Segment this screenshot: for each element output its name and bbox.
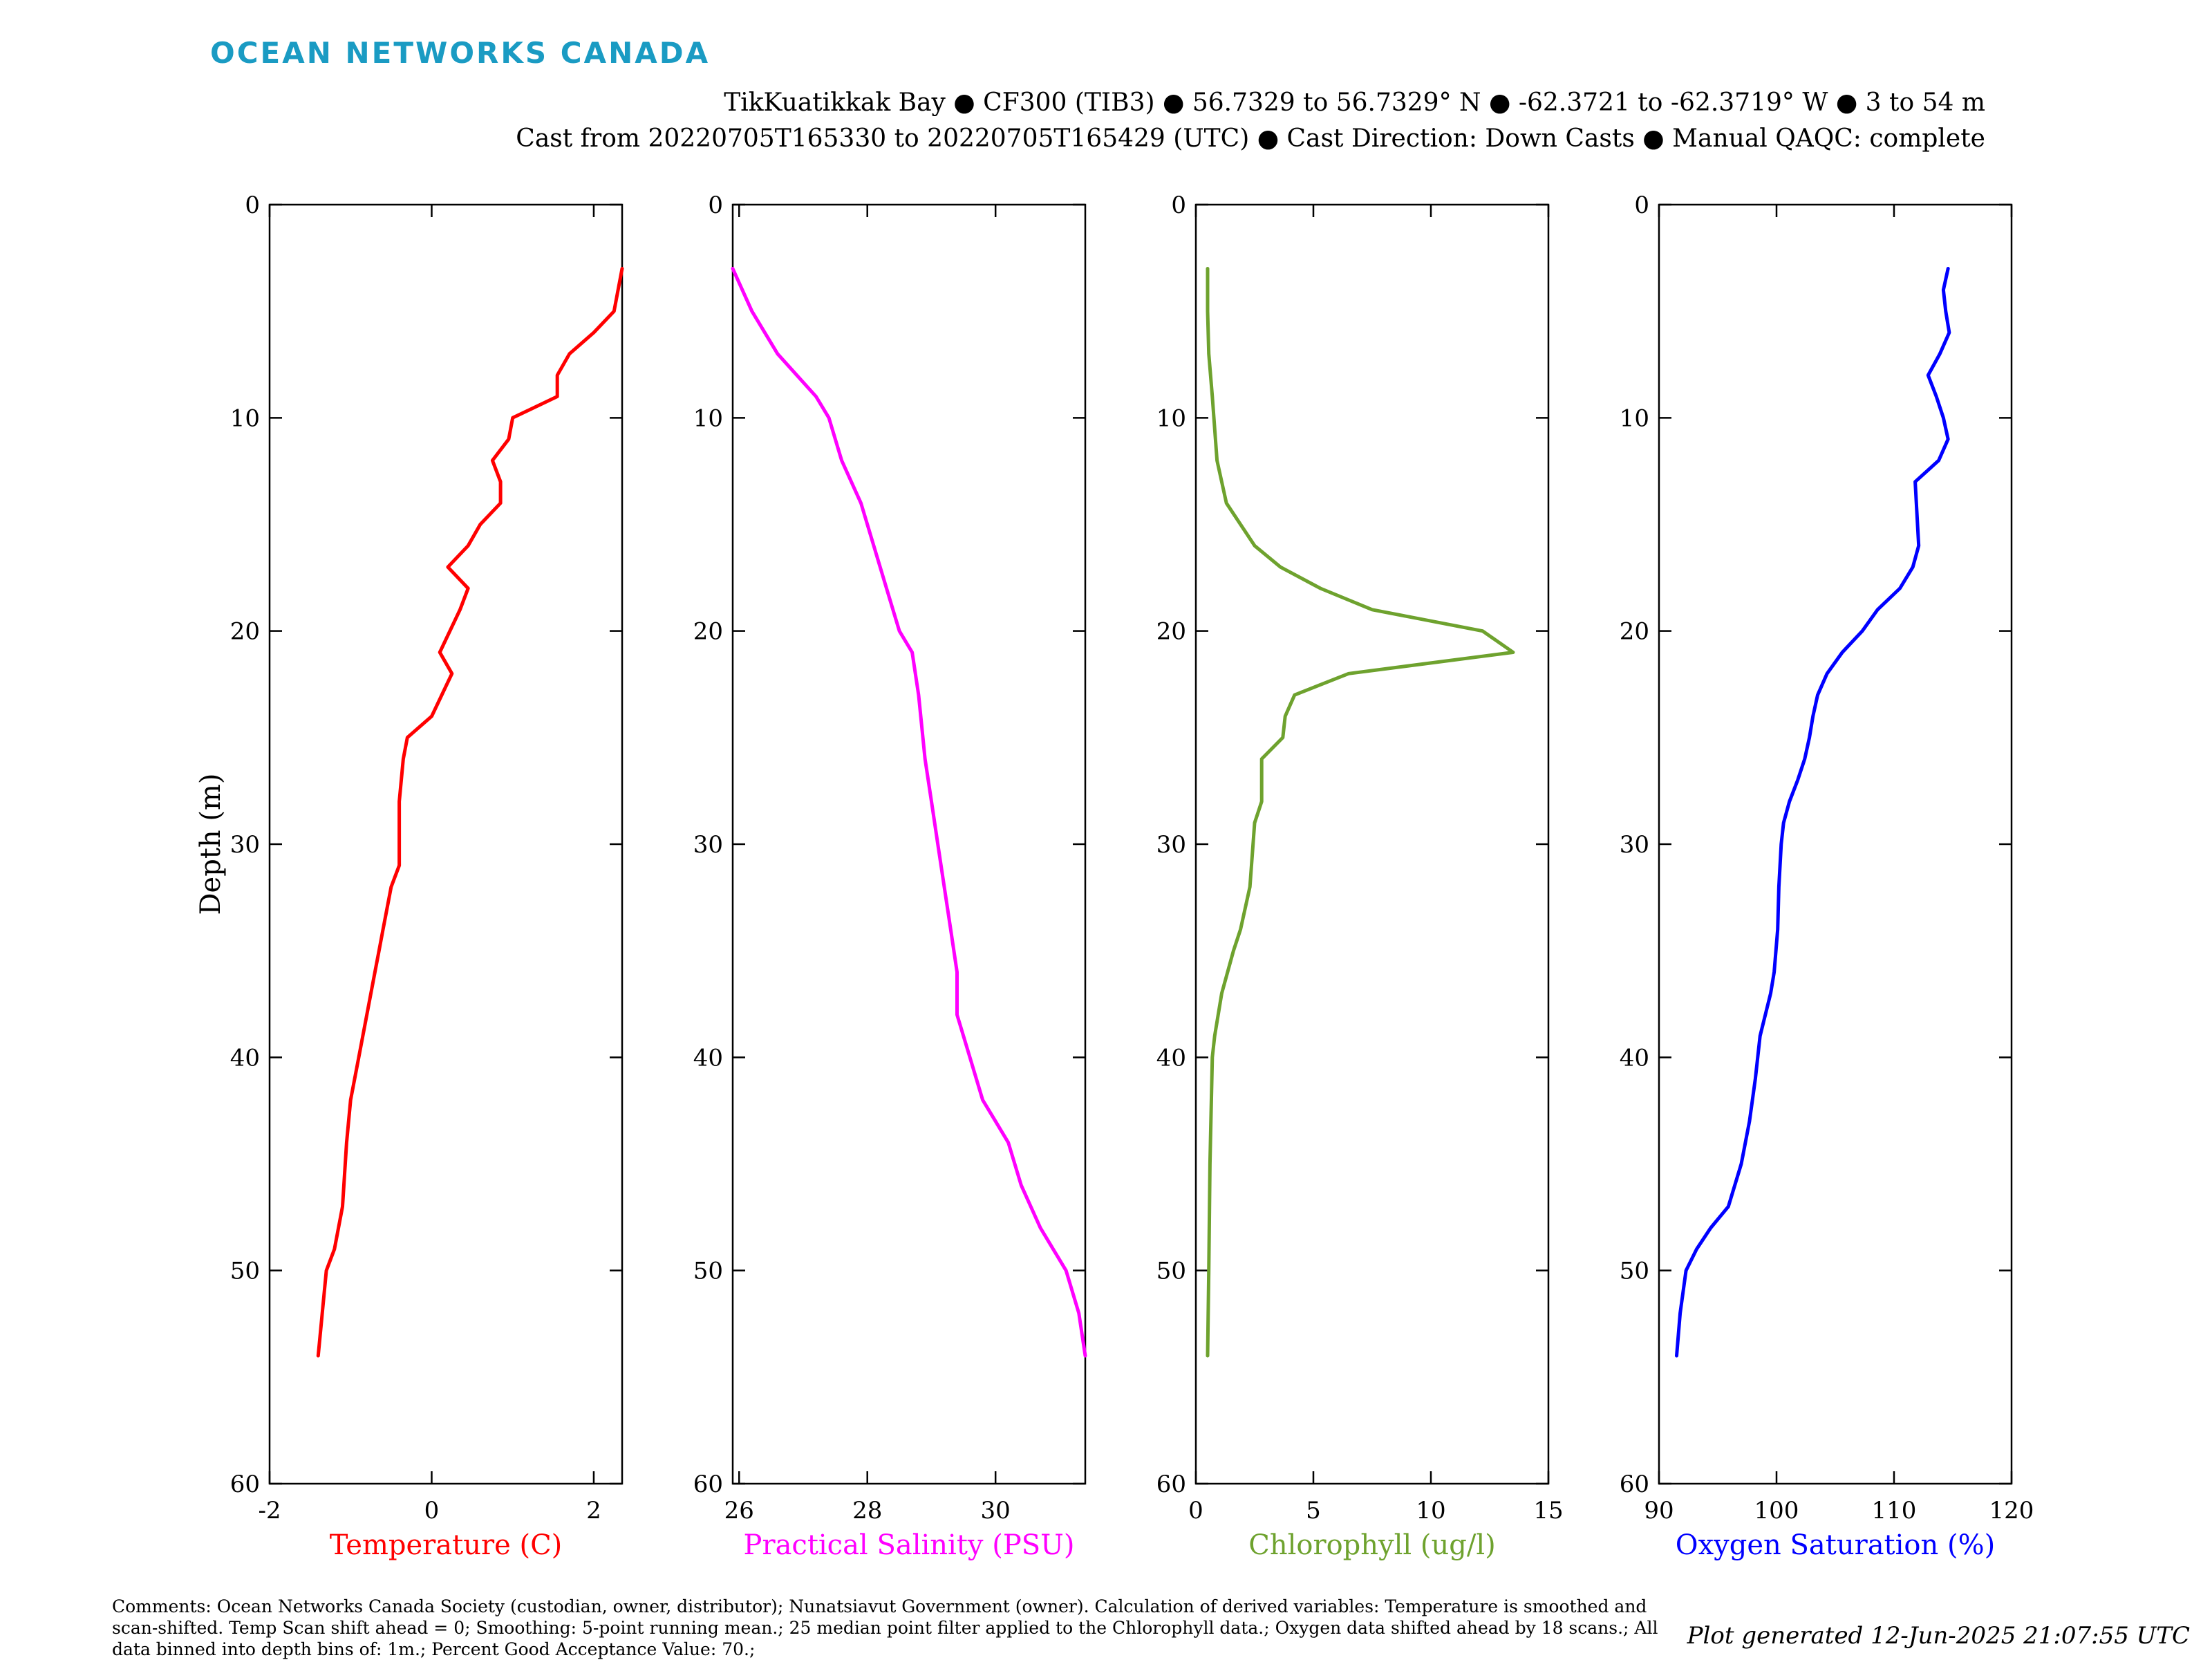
y-tick-label: 30 — [230, 831, 260, 859]
x-tick-label: 100 — [1754, 1497, 1799, 1524]
plot-generated-timestamp: Plot generated 12-Jun-2025 21:07:55 UTC — [1687, 1622, 2190, 1650]
y-tick-label: 0 — [1171, 192, 1186, 219]
y-tick-label: 10 — [1620, 404, 1649, 432]
y-tick-label: 0 — [708, 192, 723, 219]
x-tick-label: 10 — [1416, 1497, 1445, 1524]
y-tick-label: 0 — [245, 192, 260, 219]
y-tick-label: 30 — [1620, 831, 1649, 859]
y-tick-label: 40 — [1156, 1044, 1186, 1072]
x-axis-label-3: Chlorophyll (ug/l) — [1248, 1529, 1496, 1561]
y-tick-label: 50 — [1156, 1258, 1186, 1285]
x-tick-label: 90 — [1644, 1497, 1674, 1524]
y-tick-label: 20 — [1156, 618, 1186, 646]
y-axis-label: Depth (m) — [195, 773, 227, 915]
y-tick-label: 20 — [1620, 618, 1649, 646]
x-tick-label: 120 — [1989, 1497, 2034, 1524]
x-axis-label-4: Oxygen Saturation (%) — [1676, 1529, 1995, 1561]
axes-box-3 — [1194, 203, 1550, 1485]
y-tick-label: 20 — [693, 618, 723, 646]
comments-text: Comments: Ocean Networks Canada Society … — [112, 1596, 1658, 1659]
onc-logo: OCEAN NETWORKS CANADA — [210, 36, 711, 70]
x-tick-label: 2 — [586, 1497, 601, 1524]
y-tick-label: 60 — [693, 1471, 723, 1498]
y-tick-label: 60 — [230, 1471, 260, 1498]
x-axis-label-1: Temperature (C) — [330, 1529, 563, 1561]
y-tick-label: 40 — [230, 1044, 260, 1072]
y-tick-label: 50 — [230, 1258, 260, 1285]
y-tick-label: 0 — [1634, 192, 1649, 219]
y-tick-label: 50 — [1620, 1258, 1649, 1285]
y-tick-label: 20 — [230, 618, 260, 646]
series-line-1 — [316, 267, 624, 1358]
y-tick-label: 10 — [230, 404, 260, 432]
y-tick-label: 60 — [1620, 1471, 1649, 1498]
x-tick-label: 15 — [1533, 1497, 1563, 1524]
y-tick-label: 50 — [693, 1258, 723, 1285]
axes-box-1 — [268, 203, 624, 1485]
series-line-4 — [1675, 267, 1951, 1358]
axes-box-4 — [1658, 203, 2013, 1485]
y-tick-label: 40 — [693, 1044, 723, 1072]
y-tick-label: 10 — [1156, 404, 1186, 432]
y-tick-label: 30 — [693, 831, 723, 859]
x-tick-label: -2 — [258, 1497, 281, 1524]
y-tick-label: 30 — [1156, 831, 1186, 859]
plot-title-location: TikKuatikkak Bay ● CF300 (TIB3) ● 56.732… — [724, 88, 1985, 117]
x-tick-label: 26 — [724, 1497, 754, 1524]
x-tick-label: 30 — [981, 1497, 1011, 1524]
x-axis-label-2: Practical Salinity (PSU) — [744, 1529, 1075, 1561]
x-tick-label: 0 — [1188, 1497, 1203, 1524]
x-tick-label: 5 — [1306, 1497, 1321, 1524]
y-tick-label: 60 — [1156, 1471, 1186, 1498]
series-line-2 — [731, 267, 1087, 1358]
axes-box-2 — [731, 203, 1087, 1485]
series-line-3 — [1206, 267, 1515, 1358]
y-tick-label: 10 — [693, 404, 723, 432]
y-tick-label: 40 — [1620, 1044, 1649, 1072]
x-tick-label: 110 — [1872, 1497, 1917, 1524]
x-tick-label: 0 — [424, 1497, 440, 1524]
plot-title-cast: Cast from 20220705T165330 to 20220705T16… — [516, 124, 1985, 153]
x-tick-label: 28 — [852, 1497, 882, 1524]
